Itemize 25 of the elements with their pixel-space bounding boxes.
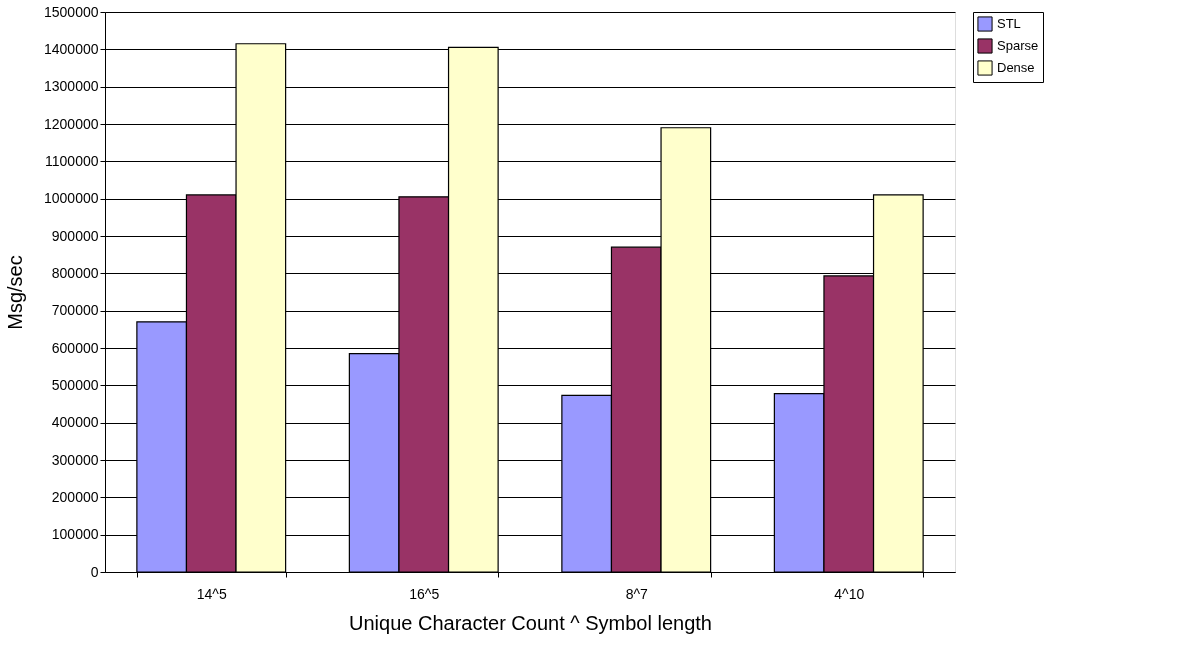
- y-tick-label: 900000: [51, 227, 99, 244]
- x-tick-label: 16^5: [409, 585, 440, 602]
- y-tick-label: 1500000: [43, 3, 99, 20]
- y-tick-label: 1200000: [43, 115, 99, 132]
- x-tick-label: 14^5: [196, 585, 227, 602]
- y-tick-label: 1000000: [43, 190, 99, 207]
- y-tick-label: 1300000: [43, 78, 99, 95]
- x-tick-label: 8^7: [625, 585, 649, 602]
- y-tick-label: 500000: [51, 376, 99, 393]
- y-tick-label: 600000: [51, 339, 99, 356]
- legend-label: STL: [997, 16, 1021, 31]
- y-tick-label: 700000: [51, 302, 99, 319]
- y-tick-label: 800000: [51, 264, 99, 281]
- y-tick-label: 400000: [51, 414, 99, 431]
- y-tick-label: 200000: [51, 488, 99, 505]
- y-tick-label: 100000: [51, 526, 99, 543]
- x-tick-label: 4^10: [834, 585, 865, 602]
- y-tick-label: 1400000: [43, 40, 99, 57]
- legend-label: Dense: [997, 60, 1035, 75]
- y-tick-label: 300000: [51, 451, 99, 468]
- y-tick-label: 0: [90, 563, 99, 580]
- legend-label: Sparse: [997, 38, 1039, 53]
- x-axis-title: Unique Character Count ^ Symbol length: [349, 611, 712, 634]
- y-tick-label: 1100000: [45, 152, 99, 169]
- y-axis-title: Msg/sec: [4, 255, 26, 330]
